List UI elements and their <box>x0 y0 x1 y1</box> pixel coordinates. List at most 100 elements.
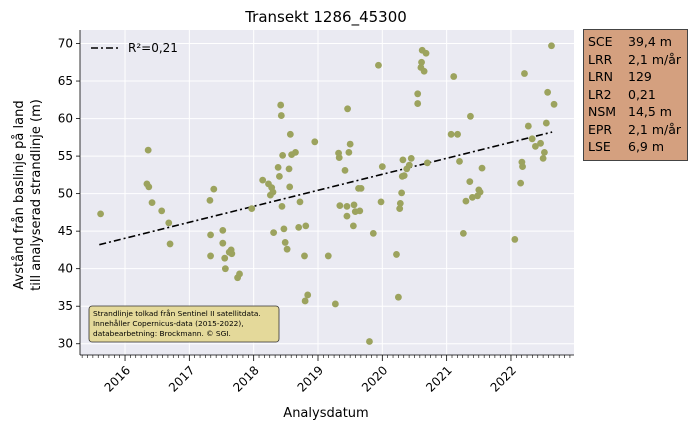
data-point <box>301 252 308 260</box>
data-point <box>366 338 373 345</box>
data-point <box>236 270 243 278</box>
data-point <box>276 172 283 180</box>
data-point <box>281 239 289 246</box>
data-point <box>280 225 288 233</box>
data-point <box>511 236 519 243</box>
y-tick-label: 70 <box>58 37 73 51</box>
data-point <box>524 122 532 130</box>
stats-value: 2,1 m/år <box>628 121 682 137</box>
grid <box>80 30 574 355</box>
data-point <box>345 148 353 156</box>
data-point <box>528 135 536 143</box>
stats-row-sce: SCE 39,4 m <box>588 33 683 51</box>
data-point <box>279 151 287 159</box>
stats-row-epr: EPR 2,1 m/år <box>588 121 683 139</box>
data-point <box>221 265 229 273</box>
data-point <box>248 205 256 213</box>
y-tick-label: 35 <box>58 299 73 313</box>
data-point <box>521 70 528 77</box>
data-point <box>346 140 354 148</box>
data-point <box>450 73 458 80</box>
note-line-1: Strandlinje tolkad från Sentinel II sate… <box>93 309 261 318</box>
data-point <box>356 207 364 215</box>
stats-row-lrn: LRN 129 <box>588 68 683 86</box>
data-point <box>541 148 548 156</box>
stats-key: NSM <box>588 104 617 119</box>
data-point <box>478 164 486 172</box>
plot-area <box>80 30 574 355</box>
data-point <box>518 158 526 166</box>
data-point <box>377 198 385 206</box>
data-point <box>422 49 430 57</box>
x-tick-label: 2020 <box>359 363 390 394</box>
data-point <box>393 251 400 258</box>
y-tick-label: 55 <box>58 149 73 163</box>
y-tick-label: 45 <box>58 224 73 238</box>
data-point <box>277 112 285 119</box>
data-point <box>539 154 547 162</box>
data-point <box>145 183 153 191</box>
data-point <box>357 184 365 192</box>
data-point <box>400 172 408 180</box>
data-point <box>97 210 104 218</box>
y-axis-label-line-1: Avstånd från baslinje på land <box>12 100 27 289</box>
data-point <box>166 240 174 248</box>
data-point <box>221 254 229 262</box>
x-tick-label: 2018 <box>230 363 261 394</box>
data-point <box>398 189 406 197</box>
data-point <box>336 202 344 210</box>
data-point <box>311 138 319 146</box>
stats-key: LSE <box>588 139 611 154</box>
stats-value: 39,4 m <box>628 34 672 49</box>
data-point <box>405 161 413 169</box>
note-box: Strandlinje tolkad från Sentinel II sate… <box>88 305 280 343</box>
data-points <box>97 42 558 345</box>
data-point <box>274 163 282 171</box>
y-tick-label: 65 <box>58 74 73 88</box>
data-point <box>542 119 550 127</box>
data-point <box>148 199 156 207</box>
data-point <box>268 184 276 192</box>
data-point <box>456 157 463 165</box>
note-background <box>88 305 280 343</box>
data-point <box>296 198 304 206</box>
trend-line-group <box>99 131 553 246</box>
x-tick-label: 2021 <box>423 363 454 394</box>
data-point <box>394 293 402 301</box>
data-point <box>283 245 291 253</box>
data-point <box>286 183 294 191</box>
data-point <box>165 219 173 227</box>
stats-value: 0,21 <box>628 86 656 102</box>
stats-key: LRN <box>588 69 613 84</box>
stats-value: 2,1 m/år <box>628 51 682 67</box>
data-point <box>210 185 218 193</box>
x-tick-label: 2019 <box>295 363 326 394</box>
data-point <box>335 154 343 161</box>
x-tick-label: 2017 <box>166 363 197 394</box>
data-point <box>414 100 422 107</box>
stats-key: LRR <box>588 51 613 67</box>
data-point <box>375 61 382 69</box>
y-tick-label: 50 <box>58 187 73 201</box>
data-point <box>369 230 377 237</box>
stats-value: 6,9 m <box>628 139 665 154</box>
data-point <box>378 163 386 171</box>
stats-key: LR2 <box>588 86 612 102</box>
data-point <box>219 239 227 247</box>
data-point <box>459 230 467 237</box>
data-point <box>344 105 351 113</box>
data-point <box>270 229 278 237</box>
data-point <box>304 291 312 299</box>
data-point <box>420 67 428 75</box>
statistics-box: SCE 39,4 m LRR 2,1 m/år LRN 129 LR2 0,21… <box>583 29 688 161</box>
data-point <box>301 297 309 305</box>
data-point <box>158 207 166 215</box>
stats-value: 14,5 m <box>628 104 672 119</box>
data-point <box>468 193 476 201</box>
data-point <box>447 130 455 138</box>
stats-row-lrr: LRR 2,1 m/år <box>588 51 683 69</box>
y-tick-label: 30 <box>58 337 73 351</box>
data-point <box>467 112 474 120</box>
data-point <box>343 202 351 210</box>
data-point <box>466 178 474 186</box>
